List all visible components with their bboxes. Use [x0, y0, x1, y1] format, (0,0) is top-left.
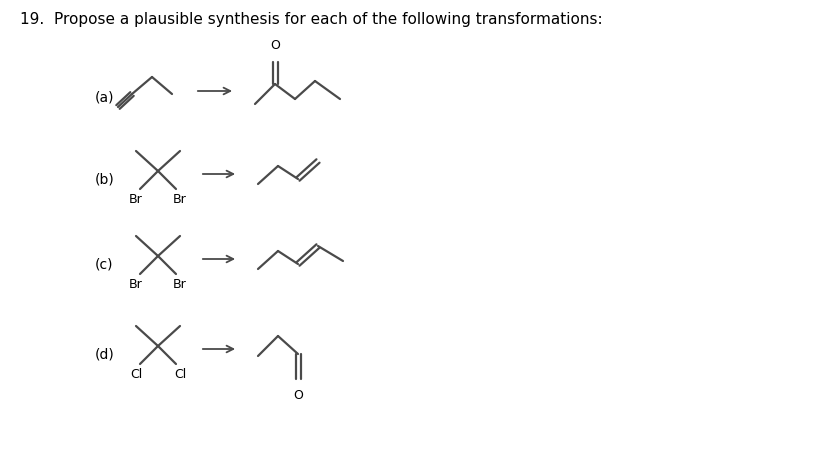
Text: Br: Br: [173, 277, 187, 291]
Text: O: O: [270, 39, 280, 52]
Text: (d): (d): [95, 347, 115, 361]
Text: Br: Br: [129, 192, 143, 206]
Text: (b): (b): [95, 172, 115, 186]
Text: Br: Br: [173, 192, 187, 206]
Text: O: O: [293, 389, 303, 402]
Text: 19.  Propose a plausible synthesis for each of the following transformations:: 19. Propose a plausible synthesis for ea…: [20, 12, 602, 27]
Text: Cl: Cl: [130, 367, 142, 381]
Text: (c): (c): [95, 257, 113, 271]
Text: (a): (a): [95, 90, 115, 104]
Text: Br: Br: [129, 277, 143, 291]
Text: Cl: Cl: [174, 367, 186, 381]
